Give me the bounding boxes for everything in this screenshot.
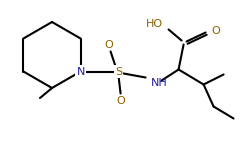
Text: HO: HO	[146, 18, 163, 29]
Text: O: O	[116, 95, 125, 106]
Text: O: O	[212, 26, 220, 36]
Text: NH: NH	[151, 78, 167, 87]
Text: S: S	[115, 67, 122, 77]
Text: N: N	[76, 67, 85, 77]
Text: O: O	[104, 40, 113, 49]
